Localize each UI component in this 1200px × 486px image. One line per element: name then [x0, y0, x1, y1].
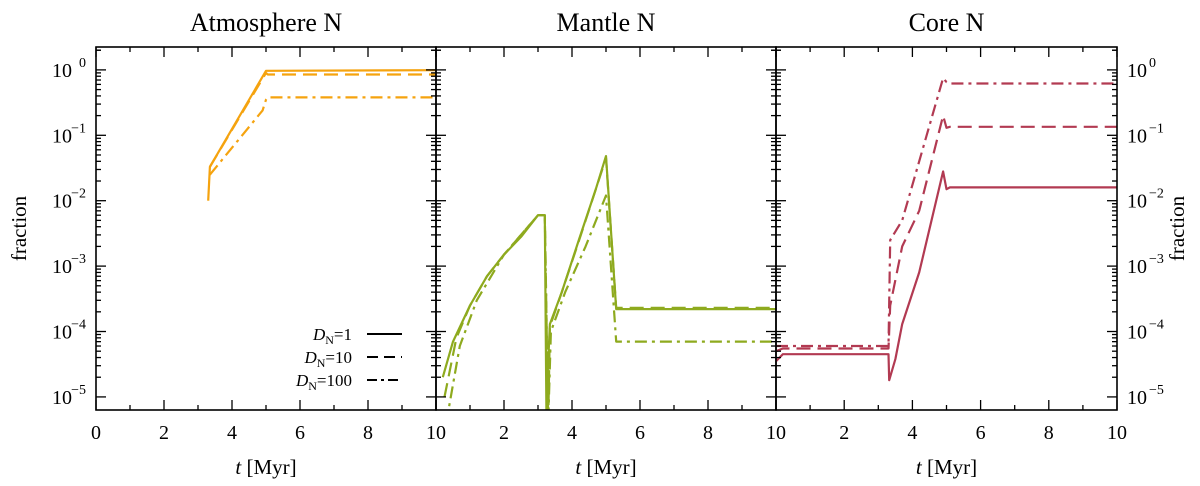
y-tick-label: 10: [52, 60, 72, 82]
x-axis-label: t [Myr]: [916, 455, 977, 479]
legend-label: DN=100: [295, 371, 352, 393]
y-tick-label-exponent: −2: [71, 187, 86, 202]
y-tick-label: 10: [1127, 387, 1147, 409]
series-line-dashdot: [776, 76, 1117, 348]
x-tick-label: 8: [363, 422, 373, 444]
legend-label: DN=10: [303, 348, 352, 370]
legend-label-value: =10: [325, 348, 352, 367]
y-tick-label-exponent: −4: [71, 318, 86, 333]
x-tick-label: 4: [227, 422, 237, 444]
series-line-solid: [776, 170, 1117, 382]
y-tick-label-exponent: −3: [71, 252, 86, 267]
y-tick-label: 10: [52, 191, 72, 213]
y-tick-label: 10: [1127, 322, 1147, 344]
series-line-dashdot: [209, 96, 436, 176]
y-tick-label: 10: [52, 256, 72, 278]
legend-label-subscript: N: [308, 379, 317, 393]
x-tick-label: 4: [907, 422, 917, 444]
panel-title: Core N: [909, 8, 985, 37]
panel-frame: [435, 46, 777, 411]
legend-label-symbol: D: [295, 371, 309, 390]
series-line-dashed: [208, 71, 436, 168]
y-tick-label-exponent: −5: [71, 383, 86, 398]
x-axis-label-unit: [Myr]: [581, 455, 636, 479]
y-tick-label: 10: [1127, 191, 1147, 213]
y-tick-label-exponent: −5: [1149, 383, 1164, 398]
x-tick-label: 0: [91, 422, 101, 444]
x-tick-label: 10: [1107, 422, 1127, 444]
y-tick-label: 10: [52, 125, 72, 147]
legend-label-subscript: N: [317, 356, 326, 370]
panel-title: Mantle N: [557, 8, 656, 37]
y-tick-label: 10: [52, 387, 72, 409]
legend-label-value: =1: [334, 325, 352, 344]
y-tick-label: 10: [1127, 256, 1147, 278]
x-axis-label: t [Myr]: [235, 455, 296, 479]
panel-frame: [775, 46, 1118, 411]
series-line-dashed: [443, 156, 776, 410]
x-axis-label-unit: [Myr]: [241, 455, 296, 479]
y-tick-label: 10: [1127, 60, 1147, 82]
y-tick-label-exponent: 0: [1149, 56, 1156, 71]
y-tick-label-exponent: 0: [79, 56, 86, 71]
legend-label-symbol: D: [303, 348, 317, 367]
y-tick-label-exponent: −1: [71, 121, 86, 136]
x-tick-label: 8: [703, 422, 713, 444]
x-tick-label: 4: [567, 422, 577, 444]
x-tick-label: 6: [295, 422, 305, 444]
x-tick-label: 10: [426, 422, 446, 444]
series-line-dashdot: [447, 194, 776, 410]
x-axis-label: t [Myr]: [575, 455, 636, 479]
y-tick-label: 10: [52, 322, 72, 344]
x-axis-label-unit: [Myr]: [922, 455, 977, 479]
y-axis-label: fraction: [1165, 195, 1189, 261]
x-tick-label: 2: [499, 422, 509, 444]
legend-label: DN=1: [312, 325, 352, 347]
x-tick-label: 6: [635, 422, 645, 444]
x-axis-label-symbol: t: [575, 455, 582, 479]
y-tick-label: 10: [1127, 125, 1147, 147]
x-tick-label: 2: [839, 422, 849, 444]
legend-label-value: =100: [317, 371, 352, 390]
y-tick-label-exponent: −3: [1149, 252, 1164, 267]
x-tick-label: 8: [1044, 422, 1054, 444]
x-axis-label-symbol: t: [235, 455, 242, 479]
panel-mantle-n: 2 4 6 8 10 Mantle N t [Myr]: [435, 8, 786, 479]
panel-title: Atmosphere N: [190, 8, 343, 37]
legend-label-symbol: D: [312, 325, 326, 344]
y-tick-label-exponent: −2: [1149, 187, 1164, 202]
series-line-dashed: [776, 114, 1117, 353]
x-tick-label: 6: [976, 422, 986, 444]
x-tick-label: 2: [159, 422, 169, 444]
x-tick-label: 10: [766, 422, 786, 444]
x-axis-label-symbol: t: [916, 455, 923, 479]
y-tick-label-exponent: −1: [1149, 121, 1164, 136]
y-axis-label: fraction: [7, 195, 31, 261]
y-tick-label-exponent: −4: [1149, 318, 1164, 333]
legend-label-subscript: N: [325, 333, 334, 347]
